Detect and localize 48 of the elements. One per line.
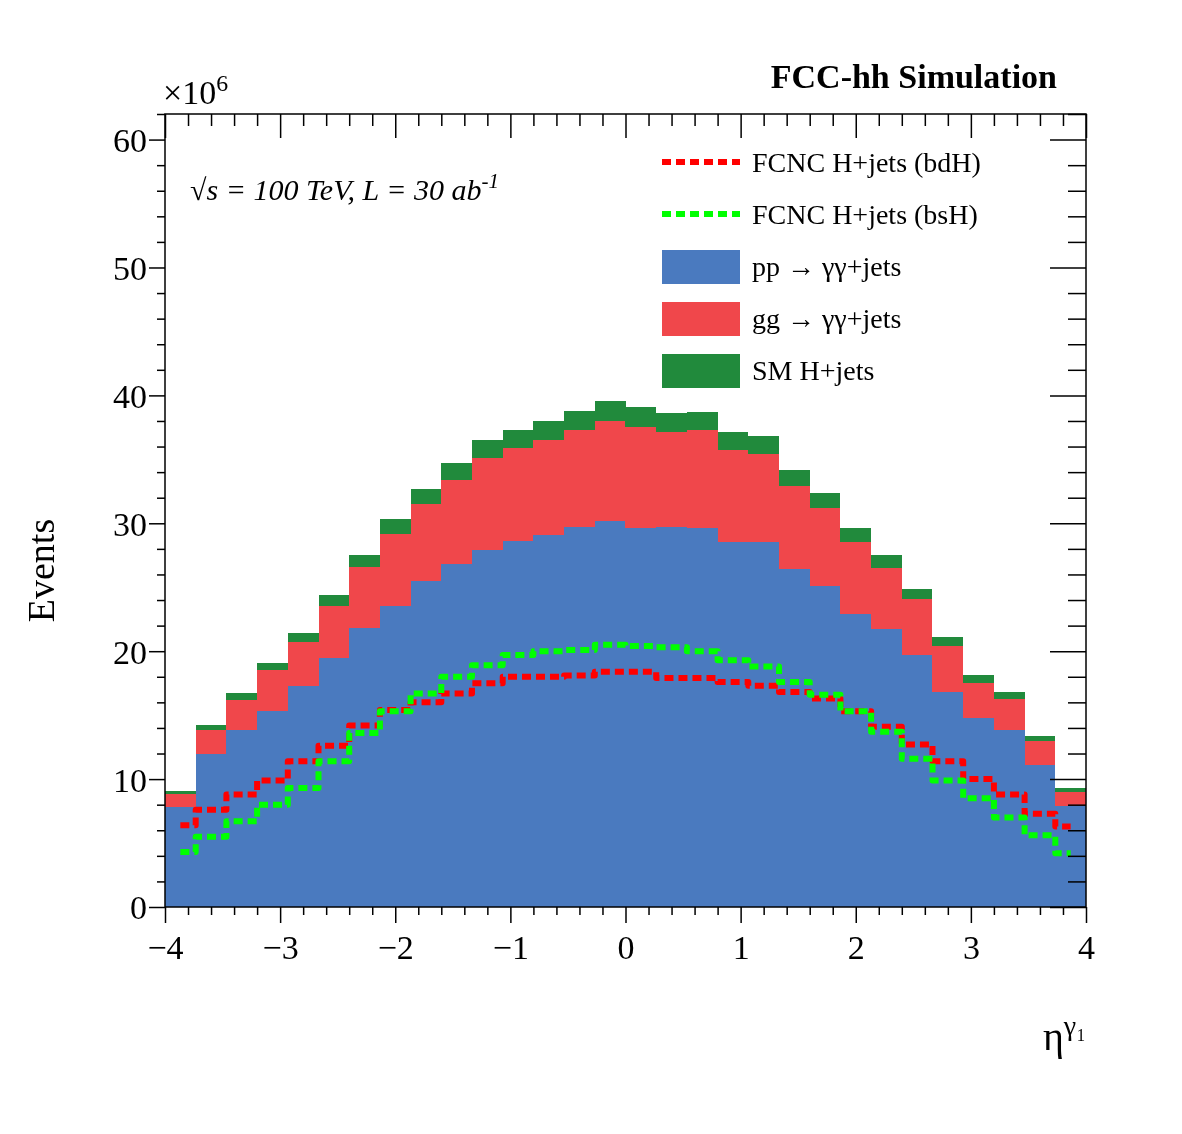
bar: [779, 469, 810, 487]
x-tick-label: 4: [1078, 929, 1095, 966]
y-tick-label: 30: [113, 505, 147, 543]
legend-label: FCNC H+jets (bdH): [752, 147, 981, 178]
x-tick-label: −1: [492, 929, 529, 966]
annotation: √s = 100 TeV, L = 30 ab$^{-1}$: [190, 169, 499, 206]
text: ×10$^{6}$: [163, 70, 229, 111]
bar: [379, 519, 411, 534]
bar: [1024, 740, 1056, 766]
bar: [1024, 735, 1056, 741]
bar: [441, 463, 472, 480]
bar: [226, 693, 258, 700]
x-tick-label: −4: [147, 929, 184, 966]
x-tick-label: −3: [262, 929, 299, 966]
bar: [901, 588, 933, 599]
bar: [1055, 788, 1086, 792]
chart-title: FCC-hh Simulation: [770, 58, 1058, 95]
bar: [195, 725, 227, 731]
x-tick-label: −2: [377, 929, 414, 966]
y-tick-label: 40: [113, 377, 147, 415]
x-tick-label: 1: [732, 929, 750, 966]
bar: [809, 492, 841, 508]
legend-label: FCNC H+jets (bsH): [752, 199, 978, 230]
y-tick-label: 60: [113, 121, 147, 159]
bar: [195, 730, 227, 754]
y-tick-label: 0: [130, 889, 147, 927]
bar: [164, 794, 196, 808]
y-tick-label: 10: [113, 761, 147, 799]
bar: [932, 637, 964, 647]
x-tick-label: 2: [847, 929, 865, 966]
legend-label: pp → γγ+jets: [752, 251, 902, 282]
x-tick-label: 0: [617, 929, 635, 966]
x-axis-title: η$^{γ₁}$: [1042, 1009, 1086, 1059]
y-tick-label: 20: [113, 633, 147, 671]
bar: [410, 488, 442, 505]
bar: [840, 528, 872, 543]
bar: [963, 675, 994, 684]
legend-label: gg → γγ+jets: [752, 303, 902, 334]
bar: [318, 594, 350, 607]
legend-label: SM H+jets: [752, 355, 875, 386]
bar: [871, 555, 902, 569]
bar: [993, 692, 1025, 699]
x-tick-label: 3: [962, 929, 980, 966]
bar: [349, 555, 380, 567]
bar: [257, 662, 288, 671]
bar: [287, 633, 319, 643]
y-axis-title: Events: [20, 518, 62, 623]
y-tick-label: 50: [113, 249, 147, 287]
